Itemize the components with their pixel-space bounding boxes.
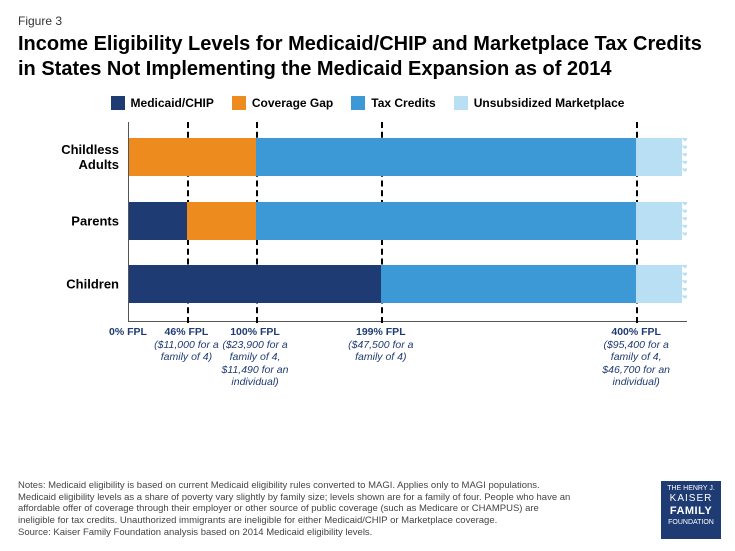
fpl-value: 100% FPL <box>210 326 300 339</box>
chart-title: Income Eligibility Levels for Medicaid/C… <box>18 32 717 82</box>
legend-label: Tax Credits <box>371 96 435 110</box>
legend-swatch <box>454 96 468 110</box>
bar-segment <box>256 138 636 176</box>
bar-row: Children <box>129 265 687 303</box>
footnotes: Notes: Medicaid eligibility is based on … <box>18 480 645 539</box>
bar-segment <box>636 138 687 176</box>
x-tick-label: 100% FPL($23,900 for a family of 4, $11,… <box>210 326 300 389</box>
footnote-line: affordable offer of coverage through the… <box>18 503 645 515</box>
x-tick-label: 199% FPL($47,500 for a family of 4) <box>336 326 426 364</box>
bar-segment <box>129 265 381 303</box>
legend-item: Tax Credits <box>351 96 435 110</box>
logo-line: THE HENRY J. <box>663 485 719 493</box>
footnote-line: Notes: Medicaid eligibility is based on … <box>18 480 645 492</box>
category-label: Childless Adults <box>19 142 129 172</box>
bar-segment <box>636 202 687 240</box>
fpl-value: 400% FPL <box>591 326 681 339</box>
figure-number: Figure 3 <box>18 14 717 28</box>
fpl-detail: ($23,900 for a family of 4, $11,490 for … <box>210 339 300 389</box>
bar-chart: Childless Adults Parents Children <box>128 122 687 322</box>
bar-row: Parents <box>129 202 687 240</box>
bar-segment <box>129 138 256 176</box>
bar-segment <box>636 265 687 303</box>
legend-swatch <box>351 96 365 110</box>
fpl-value: 199% FPL <box>336 326 426 339</box>
bar-segment <box>381 265 636 303</box>
legend-item: Coverage Gap <box>232 96 333 110</box>
legend-swatch <box>232 96 246 110</box>
category-label: Children <box>19 277 129 292</box>
legend-item: Unsubsidized Marketplace <box>454 96 625 110</box>
legend: Medicaid/CHIP Coverage Gap Tax Credits Unsu… <box>18 96 717 110</box>
legend-label: Coverage Gap <box>252 96 333 110</box>
fpl-detail: ($95,400 for a family of 4, $46,700 for … <box>591 339 681 389</box>
fpl-detail: ($47,500 for a family of 4) <box>336 339 426 364</box>
logo-line: FAMILY <box>663 505 719 518</box>
legend-item: Medicaid/CHIP <box>111 96 214 110</box>
legend-swatch <box>111 96 125 110</box>
footnote-line: Source: Kaiser Family Foundation analysi… <box>18 527 645 539</box>
x-axis-labels: 0% FPL46% FPL($11,000 for a family of 4)… <box>128 322 687 398</box>
footnote-line: ineligible for tax credits. Unauthorized… <box>18 515 645 527</box>
footnote-line: Medicaid eligibility levels as a share o… <box>18 492 645 504</box>
category-label: Parents <box>19 213 129 228</box>
bar-segment <box>256 202 636 240</box>
x-tick-label: 400% FPL($95,400 for a family of 4, $46,… <box>591 326 681 389</box>
logo-line: FOUNDATION <box>663 519 719 527</box>
logo-line: KAISER <box>663 493 719 505</box>
bar-segment <box>129 202 187 240</box>
legend-label: Medicaid/CHIP <box>131 96 214 110</box>
kaiser-logo: THE HENRY J. KAISER FAMILY FOUNDATION <box>661 481 721 539</box>
bar-segment <box>187 202 255 240</box>
legend-label: Unsubsidized Marketplace <box>474 96 625 110</box>
bar-row: Childless Adults <box>129 138 687 176</box>
